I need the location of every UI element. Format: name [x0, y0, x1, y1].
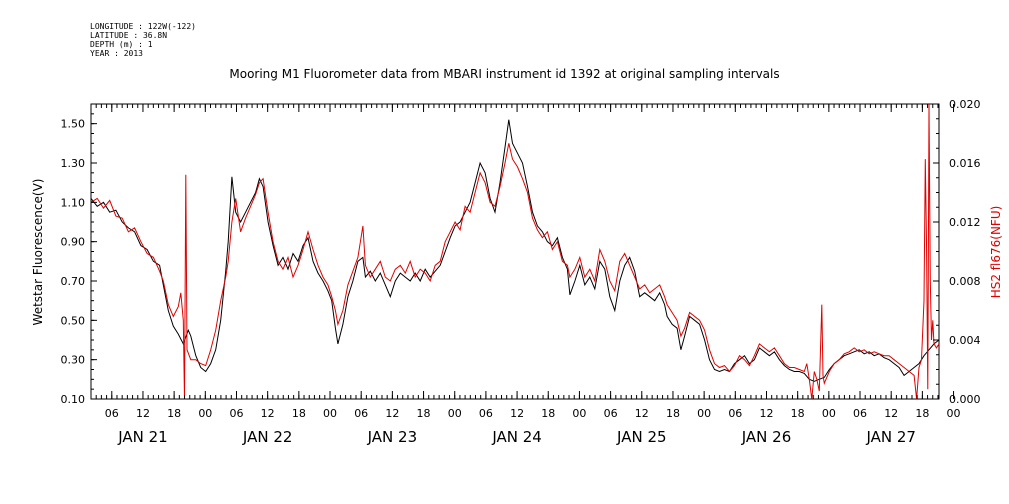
- x-tick-label: 12: [635, 407, 649, 420]
- x-tick-label: 12: [261, 407, 275, 420]
- longitude-label: LONGITUDE : 122W(-122): [90, 22, 196, 31]
- x-tick-label: 00: [448, 407, 462, 420]
- x-tick-label: 18: [417, 407, 431, 420]
- x-tick-label: 18: [292, 407, 306, 420]
- y-tick-label: 0.90: [61, 236, 86, 249]
- y-tick-label: 1.50: [61, 118, 86, 131]
- y2-tick-label: 0.016: [949, 157, 981, 170]
- series-layer: [90, 103, 940, 400]
- axes-layer: 0.10 0.30 0.50 0.70 0.90 1.10 1.30 1.50 0.000 0.0…: [61, 98, 981, 446]
- series-line-black: [90, 119, 940, 382]
- latitude-label: LATITUDE : 36.8N: [90, 31, 168, 40]
- x-tick-label: 00: [947, 407, 961, 420]
- x-day-label: JAN 27: [865, 428, 916, 446]
- x-tick-label: 00: [198, 407, 212, 420]
- y2-tick-label: 0.008: [949, 275, 981, 288]
- y-tick-label: 1.10: [61, 196, 86, 209]
- x-tick-label: 00: [697, 407, 711, 420]
- x-tick-label: 18: [915, 407, 929, 420]
- x-day-label: JAN 23: [367, 428, 418, 446]
- chart-title: Mooring M1 Fluorometer data from MBARI i…: [229, 67, 780, 81]
- y-tick-label: 0.70: [61, 275, 86, 288]
- y2-tick-label: 0.020: [949, 98, 981, 111]
- x-tick-label: 00: [822, 407, 836, 420]
- series-line-red: [90, 103, 940, 400]
- x-tick-label: 12: [136, 407, 150, 420]
- x-tick-label: 06: [105, 407, 119, 420]
- x-tick-label: 06: [229, 407, 243, 420]
- x-tick-label: 00: [572, 407, 586, 420]
- x-tick-label: 12: [884, 407, 898, 420]
- y2-tick-label: 0.012: [949, 216, 981, 229]
- y-tick-label: 0.30: [61, 354, 86, 367]
- x-day-label: JAN 26: [741, 428, 792, 446]
- x-tick-label: 06: [604, 407, 618, 420]
- x-tick-label: 18: [666, 407, 680, 420]
- y-tick-label: 0.50: [61, 314, 86, 327]
- x-tick-label: 12: [759, 407, 773, 420]
- x-tick-label: 12: [510, 407, 524, 420]
- y-tick-label: 0.10: [61, 393, 86, 406]
- y-axis-label: Wetstar Fluorescence(V): [31, 179, 45, 326]
- y2-tick-label: 0.000: [949, 393, 981, 406]
- x-day-label: JAN 24: [491, 428, 542, 446]
- x-tick-label: 12: [385, 407, 399, 420]
- y2-tick-label: 0.004: [949, 334, 981, 347]
- x-day-label: JAN 22: [242, 428, 293, 446]
- x-day-label: JAN 21: [117, 428, 168, 446]
- x-tick-label: 18: [541, 407, 555, 420]
- x-tick-label: 18: [791, 407, 805, 420]
- depth-label: DEPTH (m) : 1: [90, 40, 153, 49]
- y-tick-label: 1.30: [61, 157, 86, 170]
- x-day-label: JAN 25: [616, 428, 667, 446]
- x-tick-label: 06: [354, 407, 368, 420]
- x-tick-label: 06: [479, 407, 493, 420]
- x-tick-label: 06: [728, 407, 742, 420]
- x-tick-label: 18: [167, 407, 181, 420]
- x-tick-label: 00: [323, 407, 337, 420]
- y2-axis-label: HS2 fl676(NFU): [989, 206, 1003, 299]
- x-tick-label: 06: [853, 407, 867, 420]
- year-label: YEAR : 2013: [90, 49, 143, 58]
